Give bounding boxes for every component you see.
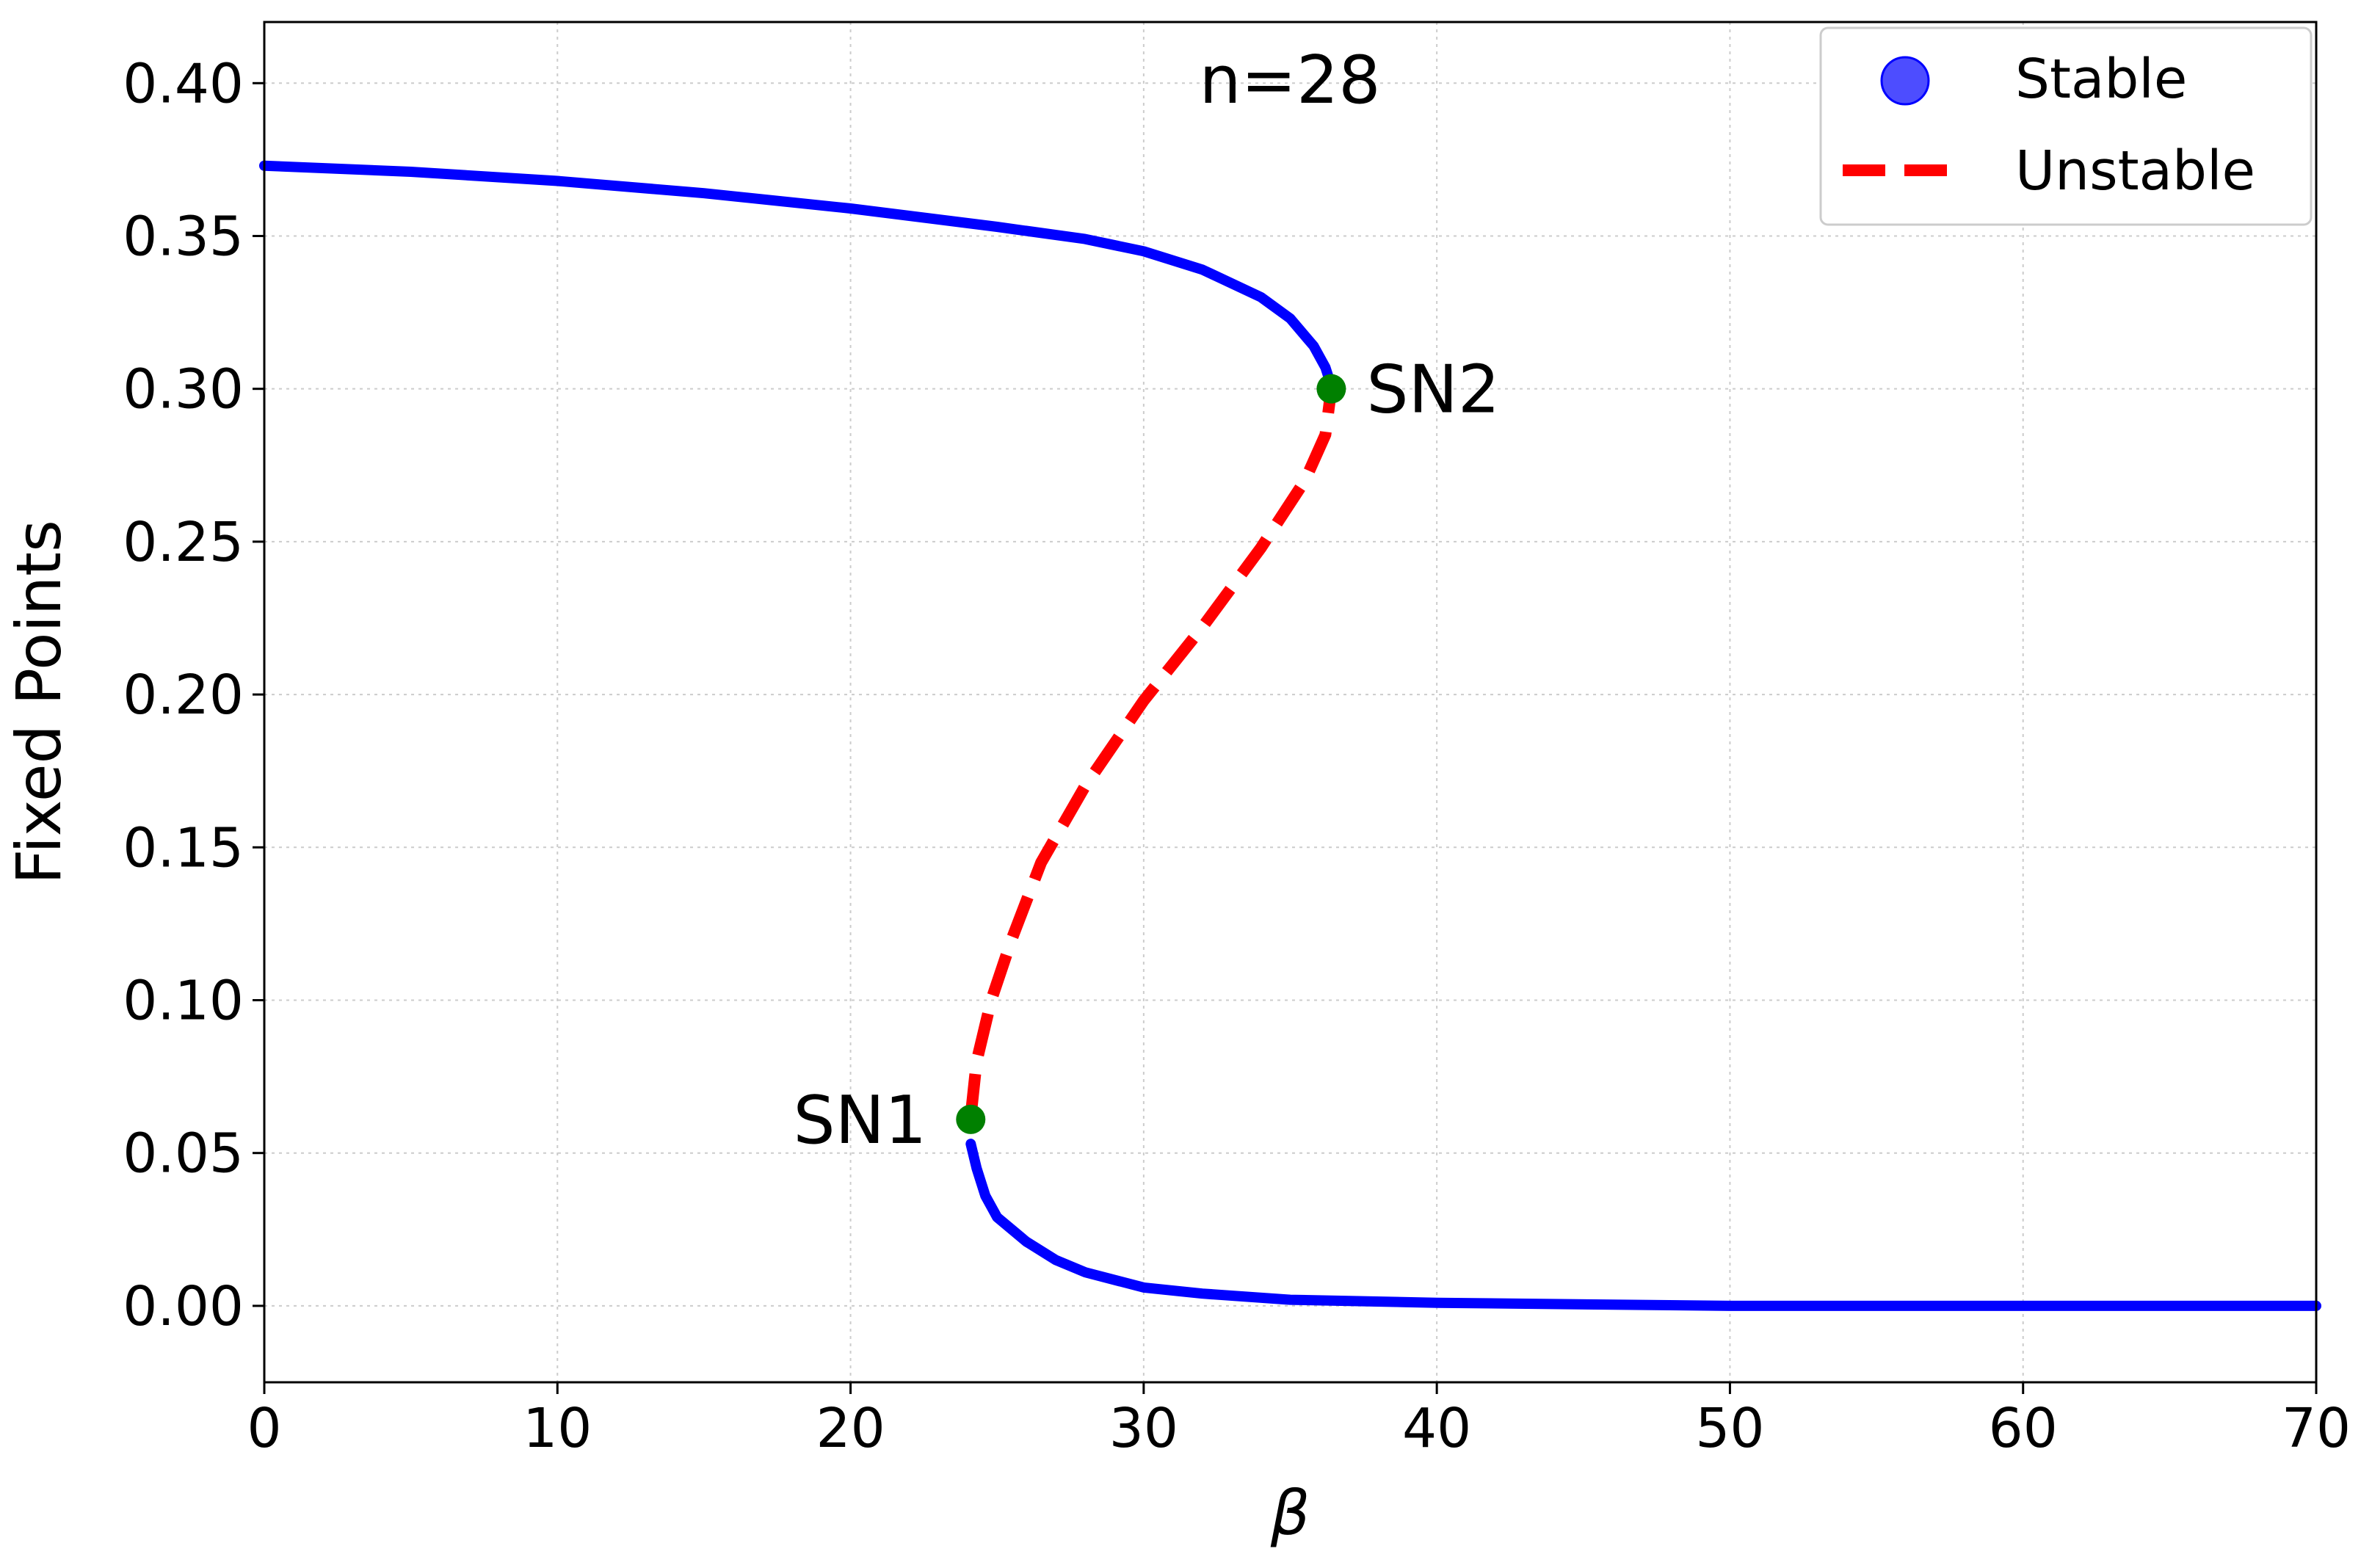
stable-lower-branch-line [965, 1139, 2321, 1311]
y-tick-label: 0.25 [123, 511, 244, 574]
y-tick-label: 0.20 [123, 664, 244, 727]
stable-upper-branch-line [259, 160, 1337, 391]
chart-title: n=28 [1200, 42, 1381, 119]
unstable-branch-line [965, 388, 1338, 1117]
plot-data: SN1 SN2 [259, 160, 2321, 1311]
y-tick-label: 0.10 [123, 969, 244, 1032]
y-axis-label: Fixed Points [3, 520, 75, 885]
legend: Stable Unstable [1819, 26, 2313, 226]
y-tick-label: 0.35 [123, 205, 244, 268]
legend-stable-label: Stable [2015, 48, 2187, 111]
x-tick-label: 20 [816, 1397, 885, 1460]
y-tick-label: 0.05 [123, 1122, 244, 1186]
y-tick-label: 0.15 [123, 816, 244, 879]
bifurcation-label-sn2: SN2 [1366, 352, 1500, 429]
plot-frame [263, 21, 2318, 1384]
bifurcation-label-sn1: SN1 [794, 1082, 927, 1159]
y-tick-label: 0.30 [123, 358, 244, 421]
x-tick-label: 60 [1989, 1397, 2058, 1460]
y-tick-label: 0.40 [123, 52, 244, 115]
legend-stable-marker [1880, 56, 1930, 106]
bifurcation-point-sn1 [956, 1104, 986, 1134]
x-tick-label: 10 [523, 1397, 592, 1460]
x-tick-label: 40 [1402, 1397, 1471, 1460]
legend-unstable-label: Unstable [2015, 139, 2255, 203]
x-tick-label: 30 [1109, 1397, 1178, 1460]
bifurcation-point-sn2 [1316, 374, 1346, 404]
y-tick-label: 0.00 [123, 1275, 244, 1338]
x-tick-label: 0 [247, 1397, 281, 1460]
x-axis-label: β [1270, 1477, 1310, 1549]
axis-ticks: 0 10 20 30 40 50 60 70 0.00 0.05 0.10 0.15 0.20 0.25 0… [123, 52, 2351, 1460]
x-tick-label: 50 [1695, 1397, 1764, 1460]
x-tick-label: 70 [2282, 1397, 2351, 1460]
